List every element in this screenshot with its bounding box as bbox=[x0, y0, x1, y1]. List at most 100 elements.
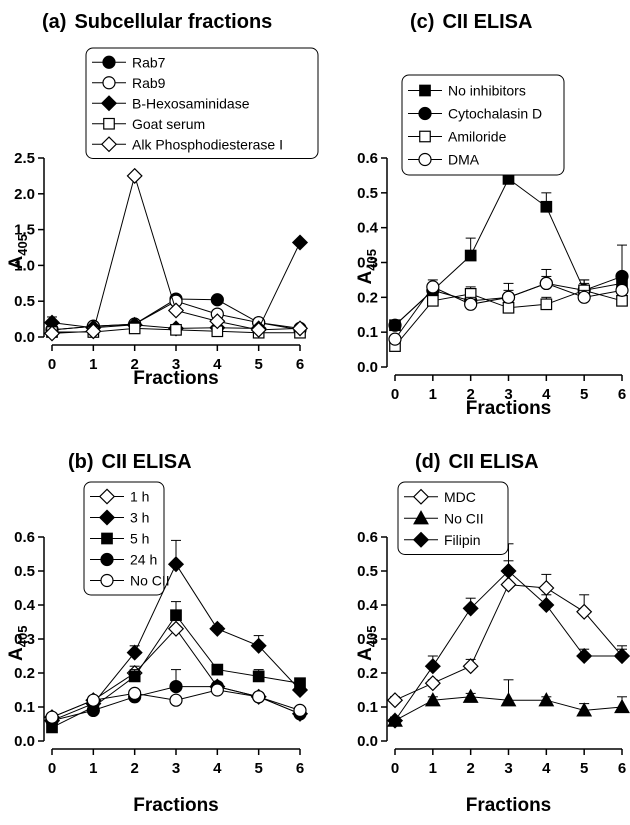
data-point bbox=[538, 579, 555, 597]
data-point bbox=[388, 332, 402, 346]
legend-marker bbox=[98, 488, 116, 505]
y-tick-label: 0.1 bbox=[357, 324, 378, 341]
data-point bbox=[291, 234, 309, 251]
legend-marker bbox=[101, 532, 113, 545]
y-tick-label: 0.4 bbox=[357, 220, 379, 237]
chart-panel-2: (c) CII ELISA 0.0 0.1 0.2 0.3 0.4 0.5 0.6 0 1 2 3 4 5 6… bbox=[355, 11, 629, 419]
y-axis-label-subscript: 405 bbox=[364, 626, 379, 648]
data-point bbox=[211, 663, 224, 676]
legend-label: No CII bbox=[130, 573, 170, 589]
legend-label: Cytochalasin D bbox=[448, 106, 542, 122]
y-tick-label: 2.5 bbox=[14, 150, 35, 167]
data-point bbox=[43, 325, 61, 342]
panel-title-text: CII ELISA bbox=[449, 451, 539, 473]
data-point bbox=[128, 686, 142, 701]
y-tick-label: 0.0 bbox=[357, 733, 378, 750]
panel-letter: (d) bbox=[415, 451, 441, 473]
data-point bbox=[500, 576, 517, 593]
y-tick-label: 1.5 bbox=[14, 222, 35, 239]
y-tick-label: 0.3 bbox=[357, 631, 378, 648]
legend-marker bbox=[100, 95, 118, 112]
y-tick-label: 0.2 bbox=[357, 665, 378, 682]
data-point bbox=[45, 710, 59, 724]
x-axis-label: Fractions bbox=[466, 398, 552, 419]
x-tick-label: 6 bbox=[296, 356, 304, 373]
y-axis-label-subscript: 405 bbox=[15, 234, 30, 256]
y-tick-label: 0.0 bbox=[357, 359, 378, 376]
y-tick-label: 0.5 bbox=[357, 563, 378, 580]
data-point bbox=[540, 200, 553, 213]
panel-title-text: CII ELISA bbox=[102, 451, 192, 473]
y-tick-label: 2.0 bbox=[14, 186, 35, 203]
data-point bbox=[615, 283, 629, 297]
y-tick-label: 0.5 bbox=[14, 563, 35, 580]
legend-marker bbox=[102, 76, 116, 90]
x-tick-label: 6 bbox=[618, 760, 626, 777]
panel-letter: (c) bbox=[410, 11, 434, 33]
legend-label: 5 h bbox=[130, 531, 149, 547]
legend-marker bbox=[412, 531, 430, 548]
data-point bbox=[462, 658, 479, 675]
legend-marker bbox=[100, 573, 114, 588]
legend: MDC No CII Filipin bbox=[397, 481, 509, 555]
x-axis-label: Fractions bbox=[466, 795, 552, 816]
legend-marker bbox=[418, 106, 432, 121]
data-point bbox=[167, 302, 185, 319]
legend-label: Alk Phosphodiesterase I bbox=[132, 136, 283, 152]
x-tick-label: 0 bbox=[391, 386, 399, 403]
data-point bbox=[86, 693, 100, 707]
x-tick-label: 3 bbox=[504, 760, 512, 777]
y-tick-label: 0.0 bbox=[14, 329, 35, 346]
data-point bbox=[464, 297, 478, 311]
data-point bbox=[426, 294, 439, 307]
data-point bbox=[294, 677, 306, 690]
data-point bbox=[210, 293, 224, 307]
legend: 1 h 3 h 5 h 24 h No CII bbox=[83, 481, 170, 596]
x-tick-label: 0 bbox=[48, 356, 56, 373]
data-point bbox=[424, 675, 441, 692]
data-point bbox=[462, 688, 479, 703]
y-tick-label: 0.1 bbox=[14, 699, 35, 716]
x-tick-label: 4 bbox=[213, 760, 222, 777]
y-axis-label-main: A bbox=[355, 647, 376, 661]
x-tick-label: 0 bbox=[48, 760, 56, 777]
x-tick-label: 2 bbox=[466, 386, 474, 403]
data-point bbox=[250, 637, 267, 654]
series-3 bbox=[388, 275, 629, 346]
data-point bbox=[576, 702, 593, 717]
x-tick-label: 2 bbox=[466, 760, 474, 777]
y-axis-label-main: A bbox=[6, 647, 27, 661]
legend-label: MDC bbox=[444, 489, 476, 505]
y-tick-label: 0.5 bbox=[357, 185, 378, 202]
legend-label: Rab9 bbox=[132, 75, 166, 91]
y-axis-label-main: A bbox=[355, 271, 376, 285]
x-tick-label: 4 bbox=[542, 760, 551, 777]
y-axis-label: A405 bbox=[355, 626, 379, 661]
data-point bbox=[616, 294, 628, 307]
legend-marker bbox=[418, 152, 432, 167]
data-point bbox=[85, 323, 102, 340]
x-tick-label: 3 bbox=[504, 386, 512, 403]
data-point bbox=[209, 620, 226, 637]
chart-panel-3: (d) CII ELISA 0.0 0.1 0.2 0.3 0.4 0.5 0.6 0 1 2 3 4 5 6… bbox=[355, 451, 630, 816]
data-point bbox=[386, 692, 404, 709]
data-point bbox=[126, 644, 143, 661]
data-point bbox=[613, 647, 630, 665]
data-point bbox=[462, 600, 479, 617]
data-point bbox=[424, 692, 441, 707]
data-point bbox=[502, 301, 515, 314]
y-tick-label: 0.2 bbox=[357, 289, 378, 306]
data-point bbox=[540, 298, 553, 311]
y-tick-label: 1.0 bbox=[14, 257, 35, 274]
legend-marker bbox=[103, 117, 115, 130]
panel-title-text: Subcellular fractions bbox=[74, 11, 272, 33]
data-point bbox=[577, 290, 591, 304]
x-tick-label: 5 bbox=[254, 760, 262, 777]
data-point bbox=[500, 562, 517, 580]
x-tick-label: 6 bbox=[618, 386, 626, 403]
data-point bbox=[250, 321, 267, 338]
data-point bbox=[386, 712, 404, 729]
data-point bbox=[167, 620, 185, 637]
data-point bbox=[170, 609, 182, 622]
legend-label: No CII bbox=[444, 510, 484, 526]
